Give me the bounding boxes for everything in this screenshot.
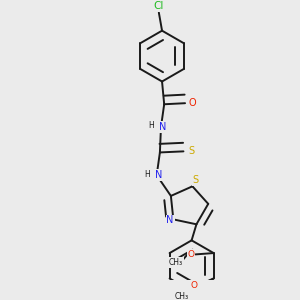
Text: H: H xyxy=(148,122,154,130)
Text: S: S xyxy=(193,176,199,185)
Text: N: N xyxy=(159,122,166,132)
Text: Cl: Cl xyxy=(154,1,164,10)
Text: H: H xyxy=(144,169,150,178)
Text: N: N xyxy=(154,170,162,180)
Text: N: N xyxy=(167,215,174,226)
Text: S: S xyxy=(188,146,194,156)
Text: O: O xyxy=(190,281,197,290)
Text: O: O xyxy=(188,250,195,259)
Text: O: O xyxy=(188,98,196,108)
Text: CH₃: CH₃ xyxy=(169,258,183,267)
Text: CH₃: CH₃ xyxy=(175,292,189,300)
